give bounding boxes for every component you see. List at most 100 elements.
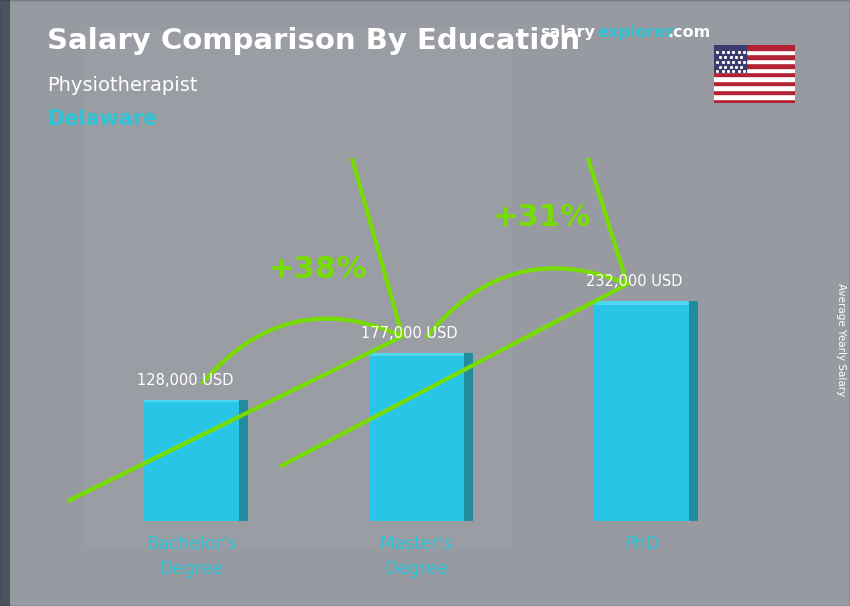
Bar <box>2 0 6 606</box>
Bar <box>3 0 7 606</box>
Bar <box>2 0 6 606</box>
Bar <box>0 0 5 606</box>
Bar <box>0 0 4 606</box>
Bar <box>1 0 5 606</box>
Text: .com: .com <box>667 25 711 41</box>
Bar <box>3 0 8 606</box>
Bar <box>3 0 8 606</box>
Bar <box>3 0 8 606</box>
Bar <box>0 0 4 606</box>
Bar <box>3 0 8 606</box>
Bar <box>0 0 4 606</box>
Bar <box>2 0 6 606</box>
Bar <box>3 0 7 606</box>
FancyArrowPatch shape <box>281 0 627 466</box>
Text: +31%: +31% <box>493 202 592 231</box>
Bar <box>1 0 5 606</box>
Bar <box>3 0 7 606</box>
Bar <box>3 0 8 606</box>
Bar <box>2 0 6 606</box>
Bar <box>3 0 7 606</box>
Bar <box>4 0 8 606</box>
Bar <box>3 0 7 606</box>
Bar <box>3 0 7 606</box>
Bar <box>1 0 5 606</box>
Bar <box>714 99 795 103</box>
Bar <box>2 0 6 606</box>
Bar <box>3 0 8 606</box>
Bar <box>0 0 4 606</box>
Bar <box>714 68 795 72</box>
Bar <box>4 0 8 606</box>
Bar <box>3 0 7 606</box>
Bar <box>4 0 8 606</box>
Bar <box>3 0 8 606</box>
Bar <box>1 0 5 606</box>
Bar <box>714 59 795 63</box>
Bar <box>4 0 8 606</box>
Bar <box>2 0 6 606</box>
Bar <box>1 0 5 606</box>
Bar <box>0 0 4 606</box>
Bar <box>2 0 6 606</box>
Bar <box>3 0 8 606</box>
Bar <box>1 0 5 606</box>
Bar <box>3 0 8 606</box>
Bar <box>0 0 4 606</box>
Bar <box>3 0 7 606</box>
Bar <box>1 0 5 606</box>
Bar <box>2 0 6 606</box>
Bar <box>714 55 795 59</box>
Bar <box>2 0 6 606</box>
Bar <box>2 0 6 606</box>
Text: Salary Comparison By Education: Salary Comparison By Education <box>47 27 580 55</box>
Bar <box>4 0 8 606</box>
Bar <box>3 0 8 606</box>
Bar <box>3 0 7 606</box>
Bar <box>2 0 6 606</box>
Bar <box>2 0 6 606</box>
Bar <box>85 30 510 545</box>
Bar <box>3 0 8 606</box>
Bar <box>1 0 5 606</box>
Bar <box>3 0 7 606</box>
Bar <box>2 0 6 606</box>
Bar <box>1 0 5 606</box>
Bar <box>2 0 6 606</box>
Bar <box>4 0 8 606</box>
Bar <box>0 0 4 606</box>
Bar <box>3 0 8 606</box>
Bar <box>3 0 8 606</box>
Bar <box>2 0 6 606</box>
Bar <box>3 0 8 606</box>
Bar <box>2 0 6 606</box>
Bar <box>1 0 5 606</box>
Bar <box>1 0 5 606</box>
Bar <box>1 0 5 606</box>
Bar <box>2 0 6 606</box>
Bar <box>3 0 7 606</box>
Bar <box>1 0 5 606</box>
Bar <box>1 0 5 606</box>
Bar <box>2 0 6 606</box>
Bar <box>3 0 8 606</box>
Bar <box>4 0 8 606</box>
Bar <box>3 0 7 606</box>
Bar <box>0 0 4 606</box>
Bar <box>2 0 6 606</box>
Bar <box>3 0 7 606</box>
Bar <box>3 0 7 606</box>
Bar <box>0 0 4 606</box>
Bar <box>1 0 5 606</box>
Bar <box>3 0 8 606</box>
Bar <box>2 0 6 606</box>
Bar <box>594 301 688 521</box>
Bar <box>3 0 7 606</box>
Bar <box>3 0 7 606</box>
Bar <box>3 0 7 606</box>
Bar <box>239 399 248 521</box>
Bar <box>2 0 6 606</box>
Bar <box>1 0 5 606</box>
Bar <box>4 0 8 606</box>
Bar <box>3 0 7 606</box>
